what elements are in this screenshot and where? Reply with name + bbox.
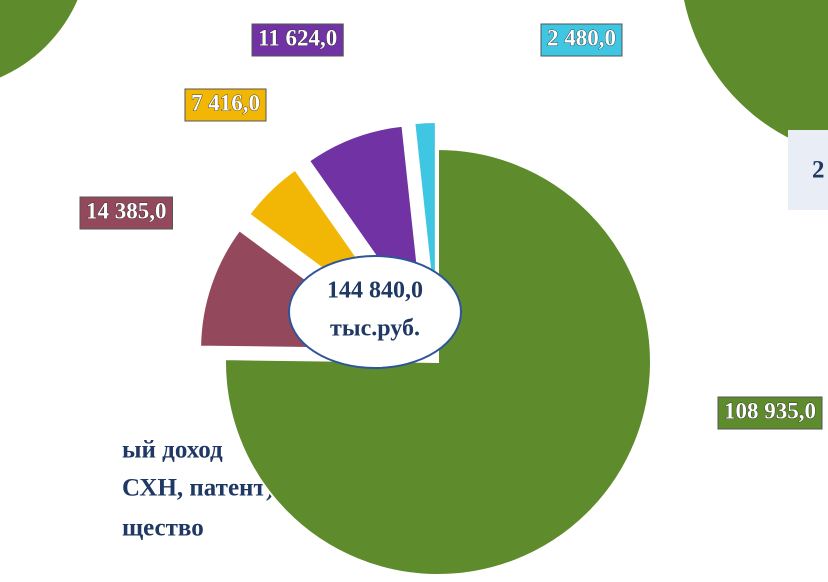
- pie-slice: [224, 147, 652, 576]
- legend-text: СХН, патент): [122, 475, 274, 502]
- center-unit: тыс.руб.: [330, 316, 420, 342]
- side-text: 2: [812, 157, 825, 184]
- value-label-box: [184, 88, 267, 122]
- partial-chart-right: [684, 0, 828, 154]
- value-labels: 108 935,0 14 385,0 7 416,0 11 624,0 2 480,0: [79, 23, 823, 430]
- value-label: 14 385,0: [86, 198, 167, 223]
- value-label-box: [251, 23, 344, 57]
- value-label-box: [79, 196, 173, 230]
- value-label-box: [540, 23, 623, 57]
- partial-chart-left: [0, 0, 78, 78]
- legend-text: ый доход: [122, 437, 223, 464]
- value-label: 11 624,0: [258, 25, 337, 50]
- legend-text: щество: [122, 515, 204, 542]
- center-ellipse: [288, 255, 462, 369]
- value-label: 108 935,0: [724, 398, 816, 423]
- value-label-box: [717, 396, 823, 430]
- value-label: 7 416,0: [191, 90, 260, 115]
- value-label: 2 480,0: [547, 25, 616, 50]
- side-box: [788, 130, 828, 210]
- center-total: 144 840,0: [327, 278, 423, 304]
